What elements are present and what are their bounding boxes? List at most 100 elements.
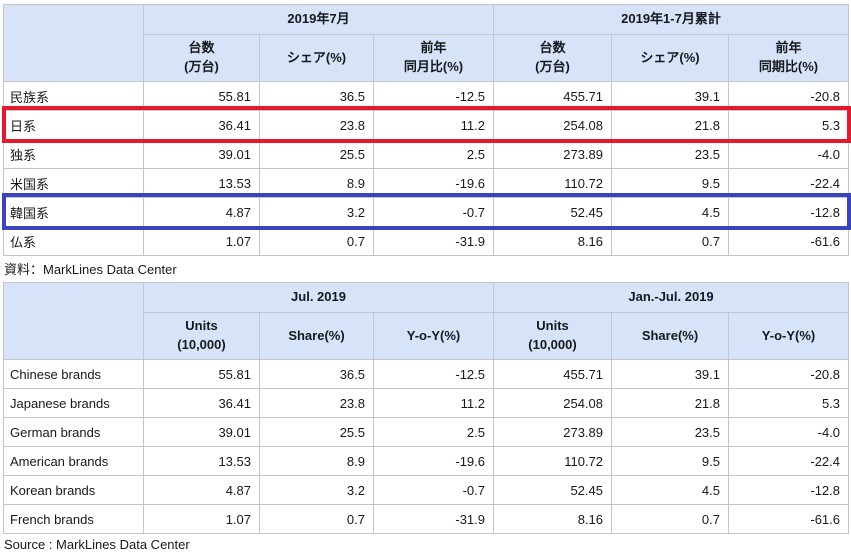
value-cell: 254.08: [493, 110, 612, 140]
value-cell: 23.5: [611, 417, 729, 447]
value-cell: -22.4: [727, 168, 850, 198]
value-cell: -19.6: [373, 446, 494, 476]
column-header: Units (10,000): [493, 312, 612, 360]
value-cell: 52.45: [493, 475, 612, 505]
value-cell: 273.89: [493, 417, 612, 447]
header-group-row: 2019年7月 2019年1-7月累計: [3, 4, 850, 82]
row-label: French brands: [3, 504, 144, 534]
table-row: German brands 39.01 25.5 2.5 273.89 23.5 -4.0: [3, 417, 850, 447]
period-group-header: 2019年7月: [143, 4, 494, 35]
column-header: Y-o-Y(%): [727, 312, 850, 360]
row-label: 韓国系: [3, 197, 144, 227]
value-cell: -20.8: [727, 359, 850, 389]
value-cell: 2.5: [373, 417, 494, 447]
value-cell: 8.9: [259, 168, 374, 198]
corner-cell: [3, 282, 144, 360]
value-cell: 4.87: [143, 475, 260, 505]
value-cell: 1.07: [143, 226, 260, 256]
value-cell: 8.16: [493, 504, 612, 534]
value-cell: 36.5: [259, 359, 374, 389]
value-cell: 36.5: [259, 81, 374, 111]
sales-table-japanese: 2019年7月 2019年1-7月累計 台数 (万台) シェア(%) 前年 同月比(%) 台数…: [2, 4, 851, 256]
source-note-english: Source : MarkLines Data Center: [4, 537, 190, 552]
value-cell: 36.41: [143, 388, 260, 418]
value-cell: 23.8: [259, 110, 374, 140]
value-cell: 21.8: [611, 388, 729, 418]
table-row: 仏系 1.07 0.7 -31.9 8.16 0.7 -61.6: [3, 226, 850, 256]
period-group-header: Jan.-Jul. 2019: [492, 282, 850, 313]
column-header: Share(%): [259, 312, 374, 360]
value-cell: -12.8: [727, 197, 850, 227]
value-cell: -20.8: [727, 81, 850, 111]
value-cell: -12.5: [373, 359, 494, 389]
value-cell: 0.7: [259, 226, 374, 256]
corner-cell: [3, 4, 144, 82]
table-row: 民族系 55.81 36.5 -12.5 455.71 39.1 -20.8: [3, 81, 850, 111]
value-cell: 455.71: [493, 359, 612, 389]
data-table: Jul. 2019 Jan.-Jul. 2019 Units (10,000) Shar…: [3, 282, 850, 534]
value-cell: -4.0: [727, 139, 850, 169]
table-section-english: Jul. 2019 Jan.-Jul. 2019 Units (10,000) Shar…: [3, 282, 851, 552]
table-row: Korean brands 4.87 3.2 -0.7 52.45 4.5 -12.8: [3, 475, 850, 505]
value-cell: 39.01: [143, 139, 260, 169]
value-cell: 4.5: [611, 197, 729, 227]
table-row: 米国系 13.53 8.9 -19.6 110.72 9.5 -22.4: [3, 168, 850, 198]
column-header: Share(%): [611, 312, 729, 360]
value-cell: 23.8: [259, 388, 374, 418]
header-subhead-row: Units (10,000) Share(%) Y-o-Y(%) Units (10,00…: [4, 312, 850, 360]
table-row: 韓国系 4.87 3.2 -0.7 52.45 4.5 -12.8: [3, 197, 850, 227]
value-cell: 8.9: [259, 446, 374, 476]
value-cell: 3.2: [259, 475, 374, 505]
row-label: 日系: [3, 110, 144, 140]
value-cell: 3.2: [259, 197, 374, 227]
table-row: 日系 36.41 23.8 11.2 254.08 21.8 5.3: [3, 110, 850, 140]
value-cell: 55.81: [143, 81, 260, 111]
value-cell: -12.8: [727, 475, 850, 505]
table-row: 独系 39.01 25.5 2.5 273.89 23.5 -4.0: [3, 139, 850, 169]
value-cell: 39.1: [611, 359, 729, 389]
period-group-header: Jul. 2019: [143, 282, 494, 313]
table-section-japanese: 2019年7月 2019年1-7月累計 台数 (万台) シェア(%) 前年 同月比(%) 台数…: [2, 4, 851, 278]
value-cell: 23.5: [611, 139, 729, 169]
value-cell: 25.5: [259, 417, 374, 447]
value-cell: -61.6: [727, 504, 850, 534]
column-header: Y-o-Y(%): [373, 312, 494, 360]
value-cell: -31.9: [373, 226, 494, 256]
value-cell: 25.5: [259, 139, 374, 169]
data-table: 2019年7月 2019年1-7月累計 台数 (万台) シェア(%) 前年 同月比(%) 台数…: [3, 4, 850, 256]
column-header: 前年 同月比(%): [373, 34, 494, 82]
value-cell: 11.2: [373, 388, 494, 418]
row-label: 独系: [3, 139, 144, 169]
row-label: Korean brands: [3, 475, 144, 505]
row-label: German brands: [3, 417, 144, 447]
value-cell: 13.53: [143, 168, 260, 198]
table-row: Chinese brands 55.81 36.5 -12.5 455.71 39.1 -2…: [3, 359, 850, 389]
value-cell: 4.5: [611, 475, 729, 505]
value-cell: -19.6: [373, 168, 494, 198]
value-cell: 110.72: [493, 168, 612, 198]
table-row: Japanese brands 36.41 23.8 11.2 254.08 21.8 5.…: [3, 388, 850, 418]
table-row: American brands 13.53 8.9 -19.6 110.72 9.5 -22…: [3, 446, 850, 476]
header-subhead-row: 台数 (万台) シェア(%) 前年 同月比(%) 台数 (万台) シェア(%) 前年 同期比(%): [4, 34, 850, 82]
column-header: 前年 同期比(%): [727, 34, 850, 82]
row-label: Chinese brands: [3, 359, 144, 389]
column-header: Units (10,000): [143, 312, 260, 360]
value-cell: 11.2: [373, 110, 494, 140]
value-cell: 5.3: [727, 388, 850, 418]
value-cell: 0.7: [611, 504, 729, 534]
value-cell: 9.5: [611, 168, 729, 198]
value-cell: -61.6: [727, 226, 850, 256]
period-group-header: 2019年1-7月累計: [492, 4, 850, 35]
sales-table-english: Jul. 2019 Jan.-Jul. 2019 Units (10,000) Shar…: [3, 282, 850, 534]
value-cell: 52.45: [493, 197, 612, 227]
value-cell: -4.0: [727, 417, 850, 447]
value-cell: -0.7: [373, 475, 494, 505]
value-cell: 55.81: [143, 359, 260, 389]
value-cell: 39.01: [143, 417, 260, 447]
value-cell: -22.4: [727, 446, 850, 476]
header-group-row: Jul. 2019 Jan.-Jul. 2019: [3, 282, 850, 360]
value-cell: 0.7: [259, 504, 374, 534]
column-header: 台数 (万台): [493, 34, 612, 82]
row-label: 仏系: [3, 226, 144, 256]
